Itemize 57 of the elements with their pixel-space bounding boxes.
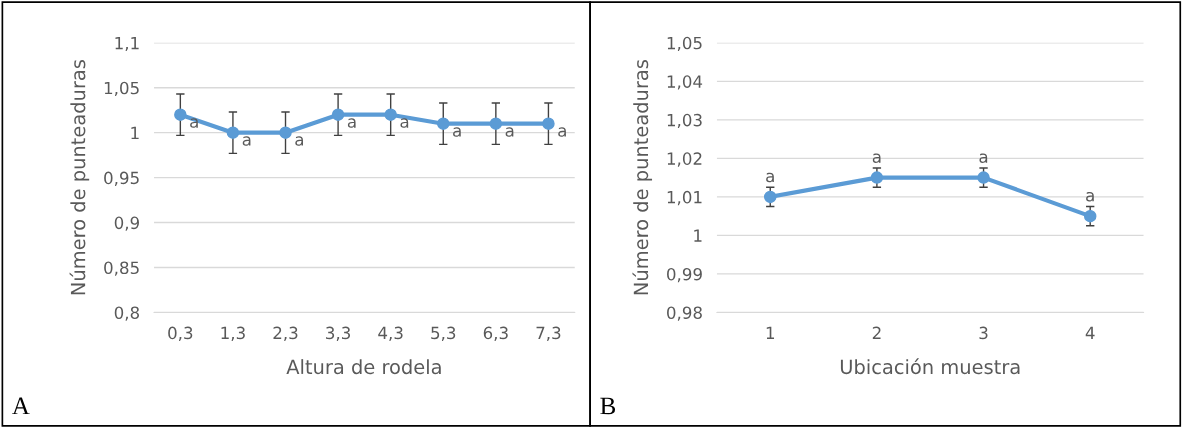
x-axis-title: Ubicación muestra — [840, 358, 1020, 375]
x-tick-label: 3 — [979, 326, 988, 340]
annotation: a — [1086, 191, 1094, 202]
annotation: a — [295, 136, 303, 146]
y-tick-label: 1,05 — [104, 81, 139, 97]
annotation: a — [347, 118, 356, 128]
y-tick-label: 0,85 — [104, 261, 139, 276]
x-tick-label: 6,3 — [483, 326, 508, 341]
text: B — [600, 397, 616, 415]
point — [226, 126, 240, 139]
x-tick-label: 4 — [1085, 326, 1095, 339]
y-tick-label: 0,8 — [114, 306, 140, 321]
y-axis-title: Número de punteaduras — [69, 60, 90, 295]
y-tick-label: 1,1 — [115, 36, 139, 52]
point — [489, 117, 503, 130]
text: A — [12, 397, 30, 415]
y-tick-label: 1,02 — [667, 152, 702, 167]
annotation: a — [400, 118, 409, 128]
point — [437, 117, 450, 130]
point — [870, 171, 884, 184]
point — [542, 117, 555, 130]
y-tick-label: 1 — [694, 229, 702, 242]
x-tick-label: 5,3 — [431, 326, 456, 341]
x-tick-label: 3,3 — [326, 326, 351, 341]
x-axis-title: Altura de rodela — [286, 359, 441, 375]
x-tick-label: 4,3 — [378, 326, 403, 341]
y-tick-label: 1,03 — [667, 113, 702, 129]
y-tick-label: 1,05 — [667, 36, 702, 52]
x-tick-label: 2 — [872, 326, 881, 339]
point — [1083, 209, 1097, 223]
annotation: a — [979, 153, 988, 164]
annotation: a — [558, 127, 566, 137]
annotation: a — [766, 172, 774, 183]
annotation: a — [242, 136, 251, 146]
annotation: a — [505, 127, 514, 137]
point — [279, 126, 292, 139]
y-tick-label: 0,99 — [667, 267, 702, 283]
y-tick-label: 1,01 — [667, 190, 702, 206]
point — [174, 108, 187, 121]
y-tick-label: 0,95 — [104, 171, 139, 186]
point — [977, 171, 990, 184]
annotation: a — [872, 153, 881, 164]
annotation: a — [190, 118, 198, 128]
x-tick-label: 7,3 — [536, 326, 561, 341]
x-tick-label: 1,3 — [221, 326, 245, 341]
point — [763, 190, 777, 204]
annotation: a — [453, 127, 461, 137]
y-tick-label: 0,98 — [667, 306, 702, 321]
y-axis-title: Número de punteaduras — [632, 60, 653, 295]
x-tick-label: 1 — [766, 326, 775, 339]
y-tick-label: 0,9 — [114, 216, 139, 231]
point — [331, 108, 345, 121]
point — [384, 108, 397, 121]
y-tick-label: 1,04 — [667, 75, 703, 90]
x-tick-label: 0,3 — [168, 326, 193, 341]
y-tick-label: 1 — [131, 126, 139, 140]
x-tick-label: 2,3 — [273, 326, 298, 341]
